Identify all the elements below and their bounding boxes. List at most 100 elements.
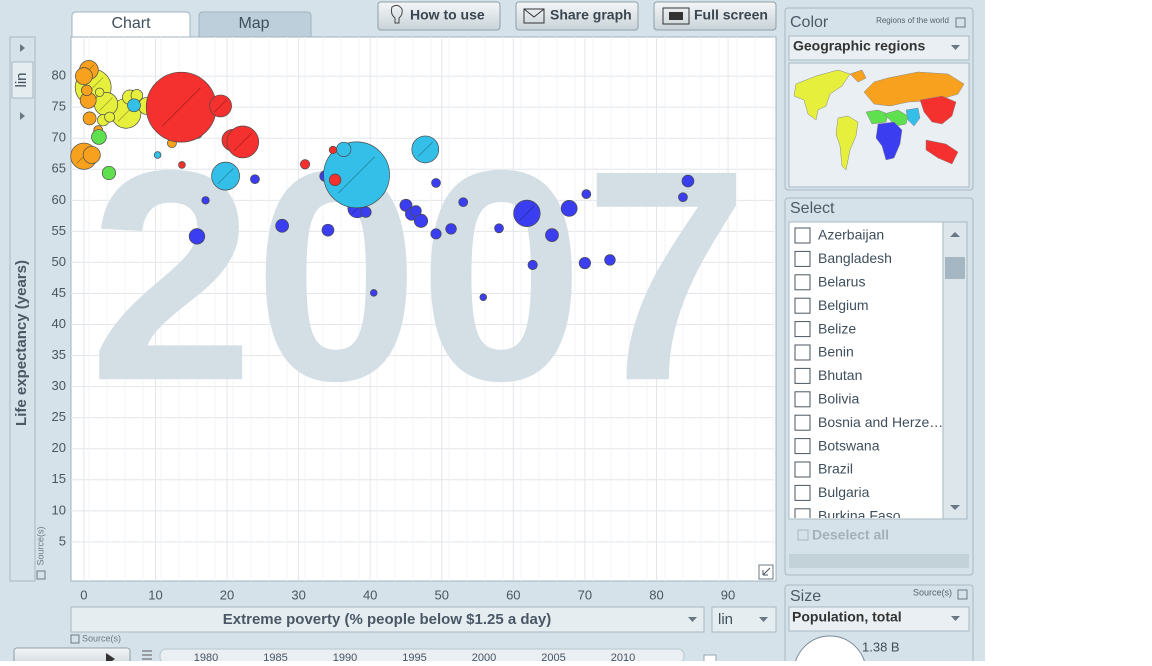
checkbox[interactable]	[794, 391, 811, 408]
y-axis-label[interactable]: Life expectancy (years)	[13, 260, 30, 426]
bubble[interactable]	[458, 197, 469, 208]
x-scale[interactable]: lin	[718, 611, 733, 628]
size-source[interactable]: Source(s)	[913, 587, 952, 597]
checkbox[interactable]	[794, 438, 811, 455]
checkbox[interactable]	[794, 461, 811, 478]
button-label[interactable]: Share graph	[550, 7, 632, 23]
country-name[interactable]: Brazil	[818, 461, 853, 477]
dropdown-arrow[interactable]	[688, 617, 697, 622]
button[interactable]	[377, 1, 501, 31]
country-name[interactable]: Bhutan	[818, 367, 862, 383]
button-label[interactable]: Full screen	[694, 7, 768, 23]
table-icon[interactable]	[36, 570, 46, 580]
bubble[interactable]	[211, 161, 240, 191]
checkbox[interactable]	[794, 367, 811, 384]
tab[interactable]	[198, 11, 312, 37]
bubble[interactable]	[91, 129, 107, 145]
bubble[interactable]	[153, 151, 162, 159]
bubble[interactable]	[430, 228, 442, 240]
bubble[interactable]	[527, 259, 538, 270]
bubble[interactable]	[275, 218, 289, 233]
x-source[interactable]: Source(s)	[82, 633, 121, 643]
checkbox[interactable]	[794, 250, 811, 267]
bubble[interactable]	[82, 146, 101, 164]
y-scale[interactable]: lin	[13, 72, 30, 87]
bubble[interactable]	[336, 141, 352, 157]
bubble[interactable]	[360, 206, 372, 218]
checkbox[interactable]	[794, 227, 811, 244]
bubble[interactable]	[560, 200, 578, 217]
bubble[interactable]	[581, 189, 592, 199]
country-name[interactable]: Bolivia	[818, 391, 859, 407]
bubble[interactable]	[445, 223, 457, 235]
y-source[interactable]: Source(s)	[35, 526, 45, 565]
checkbox[interactable]	[797, 529, 809, 541]
size-dropdown-label[interactable]: Population, total	[792, 609, 902, 625]
scroll-up[interactable]	[950, 232, 960, 237]
bubble[interactable]	[82, 111, 97, 126]
checkbox[interactable]	[794, 344, 811, 361]
scroll-thumb[interactable]	[945, 257, 965, 279]
region-americas[interactable]	[835, 115, 859, 171]
color-dropdown-label[interactable]: Geographic regions	[793, 38, 925, 54]
checkbox[interactable]	[703, 654, 717, 666]
bubble[interactable]	[250, 174, 260, 185]
tab[interactable]	[71, 11, 191, 37]
color-dropdown[interactable]	[788, 35, 970, 61]
region-middle-east[interactable]	[865, 109, 889, 125]
scroll-down[interactable]	[950, 505, 960, 510]
button-label[interactable]: How to use	[410, 7, 485, 23]
button[interactable]	[653, 1, 777, 31]
bubble[interactable]	[410, 205, 422, 217]
scale-box[interactable]	[11, 61, 34, 99]
button[interactable]	[515, 1, 639, 31]
country-name[interactable]: Azerbaijan	[818, 227, 884, 243]
region-africa[interactable]	[875, 121, 903, 161]
menu-icon[interactable]	[142, 650, 152, 660]
bubble[interactable]	[411, 135, 440, 164]
table-icon[interactable]	[957, 589, 968, 600]
country-name[interactable]: Bulgaria	[818, 484, 870, 500]
bubble[interactable]	[578, 256, 591, 270]
bubble[interactable]	[494, 223, 504, 234]
region-americas[interactable]	[793, 69, 851, 121]
checkbox[interactable]	[794, 297, 811, 314]
region-east-asia[interactable]	[919, 95, 959, 165]
bubble[interactable]	[300, 159, 311, 170]
checkbox[interactable]	[794, 414, 811, 431]
bubble[interactable]	[328, 145, 338, 155]
deselect-button[interactable]	[789, 523, 969, 547]
bubble[interactable]	[104, 111, 116, 123]
bubble[interactable]	[188, 228, 206, 245]
country-name[interactable]: Botswana	[818, 437, 880, 453]
bubble[interactable]	[94, 87, 105, 97]
checkbox[interactable]	[794, 321, 811, 338]
bubble[interactable]	[127, 98, 141, 113]
arrow[interactable]	[20, 112, 25, 120]
color-source[interactable]: Regions of the world	[876, 16, 949, 25]
checkbox[interactable]	[794, 274, 811, 291]
bubble[interactable]	[479, 293, 488, 301]
bubble[interactable]	[328, 173, 342, 187]
bubble[interactable]	[201, 196, 210, 205]
checkbox[interactable]	[794, 484, 811, 501]
country-name[interactable]: Belarus	[818, 274, 865, 290]
bubble[interactable]	[431, 178, 441, 188]
bubble[interactable]	[545, 228, 559, 242]
bubble[interactable]	[370, 289, 378, 297]
bubble[interactable]	[681, 174, 695, 188]
checkbox[interactable]	[794, 508, 811, 524]
region-europe[interactable]	[849, 69, 867, 83]
deselect-label[interactable]: Deselect all	[812, 527, 889, 543]
country-name[interactable]: Bangladesh	[818, 250, 892, 266]
region-south-asia[interactable]	[905, 107, 921, 127]
bubble[interactable]	[81, 84, 93, 97]
bubble[interactable]	[209, 94, 232, 118]
bubble[interactable]	[178, 161, 186, 169]
bubble[interactable]	[323, 141, 390, 209]
table-icon[interactable]	[955, 17, 966, 28]
size-dropdown[interactable]	[788, 606, 970, 632]
dropdown-arrow[interactable]	[759, 617, 768, 622]
country-name[interactable]: Belgium	[818, 297, 869, 313]
bubble[interactable]	[226, 125, 260, 159]
